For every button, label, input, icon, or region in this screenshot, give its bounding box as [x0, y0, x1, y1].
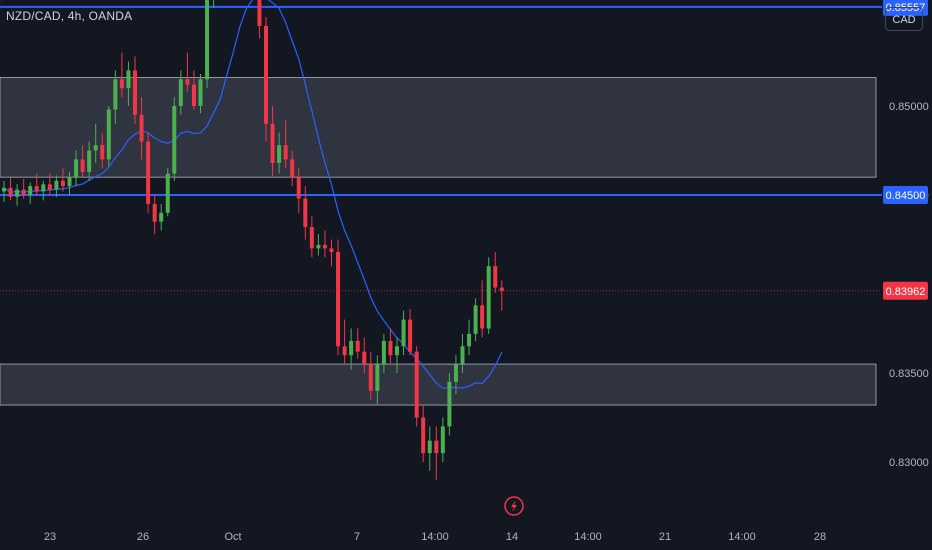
- candle: [67, 171, 72, 195]
- candle: [60, 168, 65, 192]
- candle: [15, 184, 20, 206]
- candle: [434, 426, 439, 480]
- symbol-title: NZD/CAD, 4h, OANDA: [6, 9, 133, 23]
- candle: [408, 308, 413, 356]
- x-tick-label: 26: [137, 531, 149, 543]
- candle: [480, 280, 485, 338]
- svg-text:0.84500: 0.84500: [886, 190, 926, 202]
- candle: [41, 180, 46, 201]
- y-tick-label: 0.83000: [889, 457, 929, 469]
- x-tick-label: 21: [659, 531, 671, 543]
- candle: [460, 333, 465, 373]
- candle: [2, 180, 6, 203]
- candle: [336, 239, 341, 356]
- svg-text:0.83962: 0.83962: [886, 286, 926, 298]
- candle: [290, 150, 295, 187]
- y-tick-label: 0.83500: [889, 368, 929, 380]
- candle: [303, 186, 308, 240]
- candle: [467, 319, 472, 356]
- candle: [296, 168, 301, 213]
- candle: [146, 132, 151, 213]
- x-tick-label: 14:00: [421, 531, 449, 543]
- candle: [100, 132, 105, 169]
- candle: [316, 234, 321, 256]
- candle: [427, 426, 432, 471]
- candle: [493, 251, 498, 293]
- x-tick-label: 14:00: [728, 531, 756, 543]
- candle: [172, 97, 177, 181]
- candle: [375, 355, 380, 406]
- ma-line: [3, 0, 503, 389]
- candle: [414, 346, 419, 427]
- time-axis[interactable]: 23 26 Oct 7 14:00 14 14:00 21 14:00 28: [44, 531, 826, 543]
- candle: [159, 203, 164, 231]
- moving-average: [3, 0, 503, 389]
- x-tick-label: 28: [814, 531, 826, 543]
- candle: [93, 123, 98, 163]
- x-tick-label: 14:00: [574, 531, 602, 543]
- candle: [165, 168, 170, 217]
- candle: [87, 141, 92, 181]
- candle: [139, 97, 144, 160]
- candle: [205, 0, 210, 89]
- candle: [277, 132, 282, 174]
- candle: [329, 239, 334, 267]
- candle: [395, 337, 399, 373]
- candle: [198, 73, 203, 114]
- y-tick-label: 0.85000: [889, 101, 929, 113]
- candle: [54, 175, 59, 197]
- candle: [368, 351, 373, 400]
- last-price-badge: 0.83962: [883, 281, 928, 300]
- currency-button[interactable]: CAD: [885, 7, 923, 31]
- candle: [106, 106, 111, 167]
- candle: [80, 145, 85, 178]
- candle: [283, 120, 288, 169]
- candle: [34, 173, 39, 195]
- candle: [152, 195, 157, 235]
- candle: [401, 310, 406, 356]
- candle: [453, 355, 458, 395]
- x-tick-label: 7: [354, 531, 360, 543]
- candle: [362, 337, 367, 373]
- candle: [421, 405, 426, 462]
- candle: [185, 52, 190, 92]
- candle: [264, 17, 268, 142]
- x-tick-label: Oct: [224, 531, 241, 543]
- level-price-badge: 0.84500: [883, 186, 928, 204]
- candle: [440, 417, 445, 462]
- candle: [119, 52, 124, 98]
- candle: [257, 0, 262, 39]
- candlestick-series: [2, 0, 504, 480]
- candle: [191, 70, 196, 110]
- candle: [74, 150, 79, 187]
- x-tick-label: 23: [44, 531, 56, 543]
- candle: [21, 178, 26, 199]
- candle: [270, 106, 275, 178]
- candle: [113, 70, 118, 124]
- candle: [126, 61, 131, 106]
- candle: [8, 177, 13, 201]
- candle: [47, 173, 52, 195]
- candle: [28, 182, 33, 204]
- candle: [178, 70, 183, 115]
- candle: [355, 328, 360, 359]
- candle: [388, 328, 393, 365]
- lightning-icon[interactable]: [504, 496, 524, 516]
- candle: [499, 280, 504, 311]
- candle: [447, 373, 452, 436]
- candle: [309, 216, 314, 258]
- candle: [473, 298, 478, 341]
- candle: [486, 257, 491, 334]
- candle: [342, 319, 347, 365]
- candle: [349, 328, 354, 370]
- candle: [322, 230, 327, 258]
- candle: [133, 56, 137, 124]
- x-tick-label: 14: [506, 531, 518, 543]
- zone-1: [0, 77, 877, 178]
- candle: [381, 333, 386, 373]
